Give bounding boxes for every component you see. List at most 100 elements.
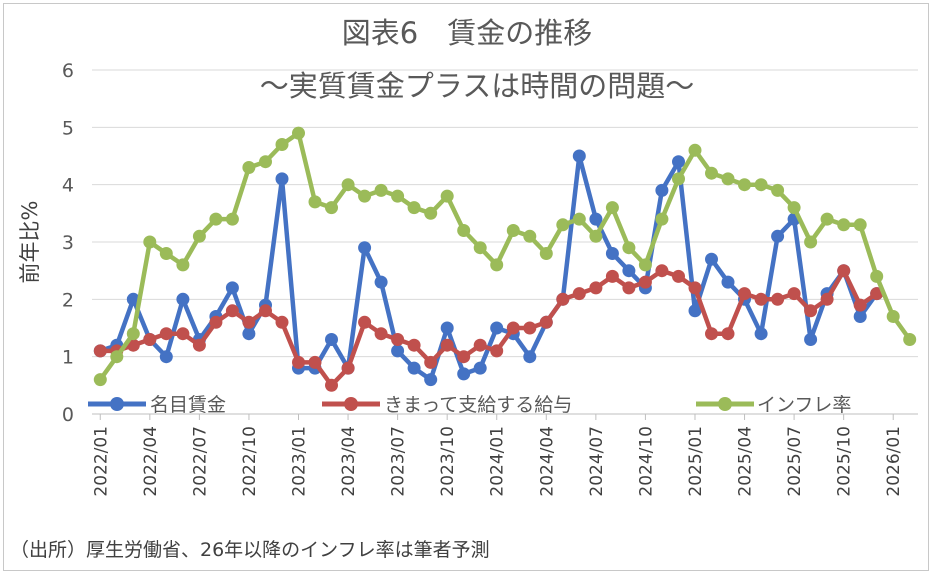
data-point	[391, 333, 405, 346]
data-point	[473, 241, 487, 255]
x-axis: 2022/01 2022/04 2022/07 2022/10 2023/01 2023/…	[91, 413, 918, 497]
legend-label-nominal-wage: 名目賃金	[150, 394, 226, 416]
data-point	[605, 247, 619, 260]
data-point	[325, 333, 338, 346]
data-point	[506, 224, 520, 237]
chart: 0 1 2 3 4 5 6 2022/01 2022/04 2022/07 2022/10 2023…	[10, 16, 918, 561]
data-point	[787, 287, 801, 301]
data-point	[325, 378, 338, 392]
data-point	[391, 344, 405, 358]
data-point	[655, 212, 669, 226]
data-point	[754, 292, 768, 306]
legend-item-inflation: インフレ率	[696, 394, 851, 416]
data-point	[143, 235, 157, 249]
data-point	[490, 258, 504, 272]
data-point	[424, 206, 438, 220]
x-tick-label: 2022/04	[141, 426, 161, 497]
data-point	[358, 315, 372, 329]
y-axis-label: 前年比%	[18, 201, 42, 284]
data-point	[424, 355, 438, 369]
data-point	[358, 241, 372, 255]
x-tick-label: 2023/10	[438, 426, 458, 497]
data-point	[341, 178, 355, 192]
y-tick-label: 0	[62, 404, 74, 426]
data-point	[440, 338, 454, 352]
data-point	[292, 126, 305, 140]
series-scheduled-pay	[93, 264, 884, 392]
data-point	[754, 327, 768, 341]
data-point	[738, 287, 751, 301]
data-point	[308, 355, 322, 369]
data-point	[605, 269, 619, 283]
data-point	[110, 350, 124, 364]
data-point	[275, 138, 289, 151]
data-point	[93, 344, 107, 358]
series-inflation	[93, 126, 917, 387]
data-point	[820, 292, 834, 306]
data-point	[853, 298, 867, 312]
data-point	[804, 333, 818, 346]
data-point	[721, 172, 735, 186]
data-point	[605, 201, 619, 215]
data-point	[539, 247, 553, 260]
data-point	[655, 264, 669, 278]
data-point	[159, 247, 173, 260]
data-point	[771, 229, 785, 243]
data-point	[622, 241, 636, 255]
data-point	[886, 310, 900, 323]
data-point	[341, 361, 355, 375]
data-point	[407, 201, 421, 215]
data-point	[407, 361, 421, 375]
data-point	[754, 178, 768, 192]
data-point	[490, 344, 504, 358]
data-point	[622, 264, 636, 278]
data-point	[308, 195, 322, 209]
data-point	[738, 178, 751, 192]
data-point	[159, 350, 173, 364]
data-point	[259, 304, 272, 318]
x-tick-label: 2022/01	[91, 426, 111, 497]
x-tick-label: 2025/07	[785, 426, 805, 497]
data-point	[572, 212, 586, 226]
x-tick-label: 2022/07	[190, 426, 210, 497]
data-point	[457, 224, 471, 237]
data-point	[771, 183, 785, 197]
data-point	[391, 189, 405, 203]
data-point	[721, 275, 735, 289]
data-point	[705, 327, 718, 341]
x-tick-label: 2022/10	[240, 426, 260, 497]
data-point	[523, 350, 537, 364]
data-point	[589, 281, 603, 295]
data-point	[143, 333, 157, 346]
data-point	[870, 287, 884, 301]
data-point	[457, 350, 471, 364]
data-point	[572, 149, 586, 163]
data-point	[374, 183, 388, 197]
data-point	[870, 269, 884, 283]
data-point	[688, 143, 702, 157]
data-point	[705, 252, 718, 266]
data-point	[820, 212, 834, 226]
data-point	[126, 292, 140, 306]
legend-item-scheduled-pay: きまって支給する給与	[322, 394, 572, 416]
x-tick-label: 2024/10	[636, 426, 656, 497]
data-point	[837, 218, 851, 232]
series-lines	[93, 126, 917, 392]
data-point	[556, 292, 570, 306]
legend: 名目賃金 きまって支給する給与 インフレ率	[88, 394, 851, 416]
data-point	[506, 321, 520, 335]
data-point	[672, 172, 685, 186]
data-point	[638, 275, 652, 289]
data-point	[225, 304, 239, 318]
data-point	[589, 212, 603, 226]
y-tick-label: 6	[62, 60, 74, 82]
x-tick-label: 2024/07	[587, 426, 607, 497]
data-point	[374, 327, 388, 341]
y-tick-label: 1	[62, 347, 74, 369]
data-point	[523, 229, 537, 243]
data-point	[572, 287, 586, 301]
data-point	[93, 373, 107, 387]
data-point	[556, 218, 570, 232]
x-tick-label: 2023/04	[339, 426, 359, 497]
y-tick-label: 5	[62, 117, 74, 139]
